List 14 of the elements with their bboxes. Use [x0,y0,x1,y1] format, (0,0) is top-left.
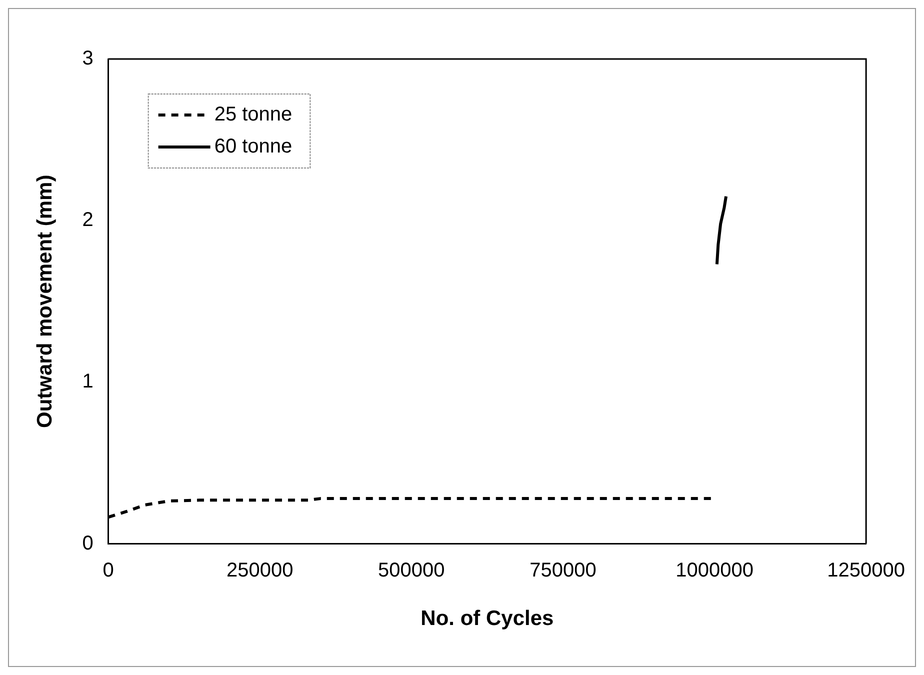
x-axis-title: No. of Cycles [420,607,554,630]
x-tick-label: 1250000 [827,559,906,582]
y-axis-title: Outward movement (mm) [33,174,56,428]
y-tick-label: 3 [82,48,94,70]
legend-label: 60 tonne [214,136,292,158]
x-tick-label: 500000 [378,559,445,582]
y-tick-label: 1 [82,370,94,393]
y-tick-label: 0 [82,532,94,554]
x-tick-label: 250000 [226,559,294,582]
legend-label: 25 tonne [214,104,292,126]
x-tick-label: 750000 [530,559,596,582]
x-tick-label: 1000000 [676,559,754,582]
y-tick-label: 2 [82,209,94,232]
x-tick-label: 0 [102,559,114,582]
